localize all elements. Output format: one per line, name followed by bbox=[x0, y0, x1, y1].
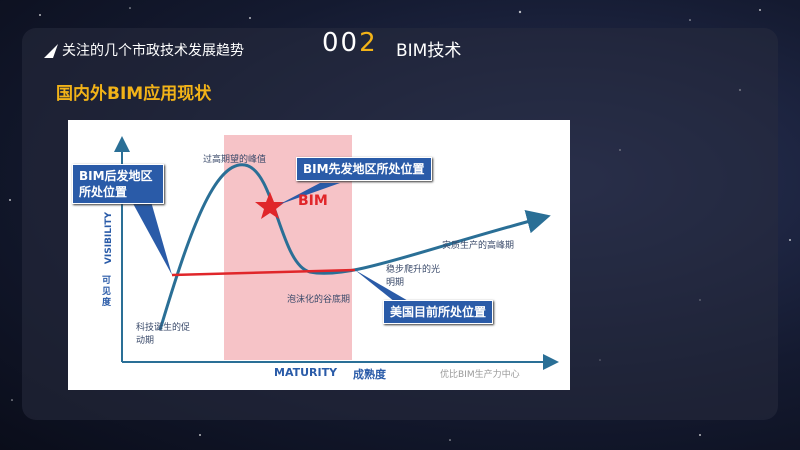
phase-label: 稳步爬升的光明期 bbox=[386, 265, 441, 288]
phase-label: 过高期望的峰值 bbox=[203, 155, 267, 165]
phase-label: 科技诞生的促动期 bbox=[136, 323, 191, 346]
phase-label: 实质生产的高峰期 bbox=[442, 241, 515, 251]
callout: BIM后发地区所处位置 bbox=[72, 164, 164, 204]
number-main: 00 bbox=[322, 28, 360, 58]
callout: BIM先发地区所处位置 bbox=[296, 157, 432, 181]
subtitle: 国内外BIM应用现状 bbox=[56, 84, 212, 104]
y-axis-label-cn: 可见度 bbox=[102, 276, 112, 308]
y-axis-label: VISIBILITY bbox=[104, 212, 114, 265]
phase-label: 泡沫化的谷底期 bbox=[287, 295, 351, 305]
bullet-icon bbox=[44, 44, 58, 58]
breadcrumb: 关注的几个市政技术发展趋势 bbox=[62, 43, 244, 59]
x-axis-label: MATURITY bbox=[274, 366, 338, 379]
number-accent: 2 bbox=[359, 28, 378, 58]
section-title: BIM技术 bbox=[396, 41, 462, 61]
watermark: 优比BIM生产力中心 bbox=[440, 370, 520, 380]
x-axis-label-cn: 成熟度 bbox=[353, 368, 386, 381]
callout: 美国目前所处位置 bbox=[383, 300, 494, 324]
section-number: 002 bbox=[322, 28, 378, 58]
star-label: BIM bbox=[298, 193, 328, 209]
